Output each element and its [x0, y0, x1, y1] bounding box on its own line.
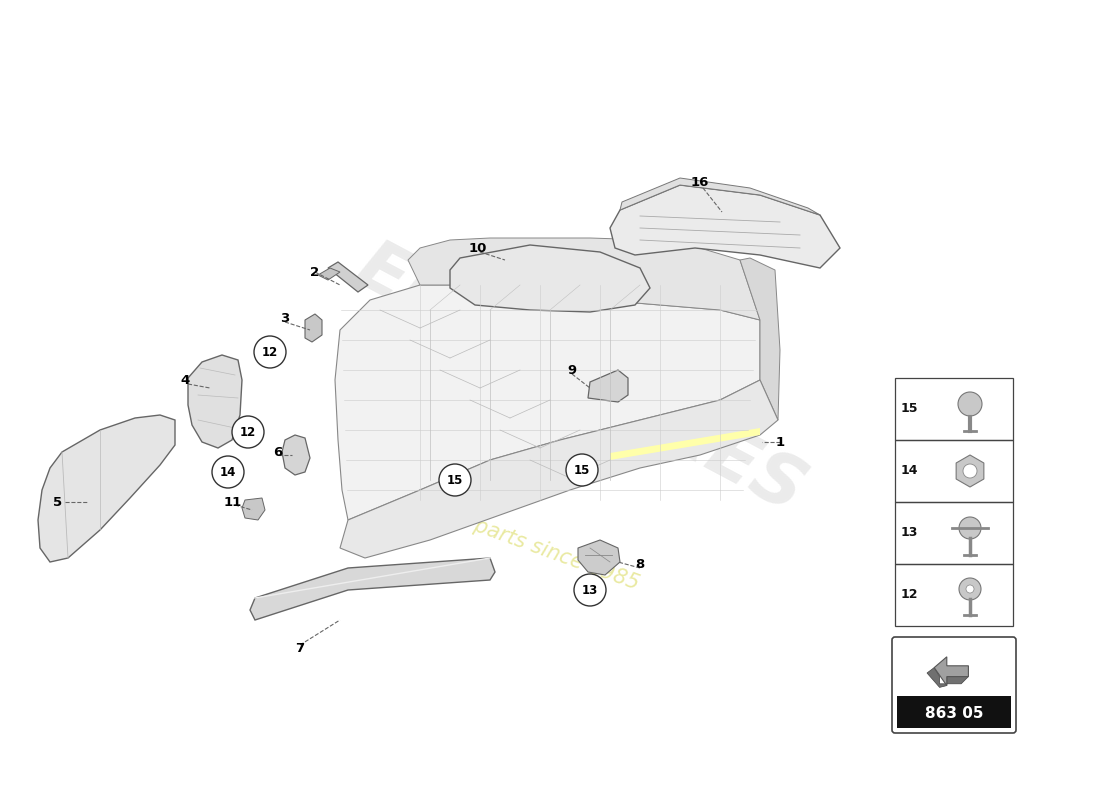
Polygon shape [610, 428, 760, 460]
Text: 4: 4 [180, 374, 189, 386]
Text: 13: 13 [900, 526, 917, 539]
Circle shape [566, 454, 598, 486]
Text: 15: 15 [574, 463, 591, 477]
Text: 12: 12 [240, 426, 256, 438]
Polygon shape [328, 262, 369, 292]
Bar [895, 440, 1013, 502]
Text: EUROBORES: EUROBORES [343, 233, 816, 527]
Polygon shape [610, 185, 840, 268]
Text: 11: 11 [224, 495, 242, 509]
Text: 12: 12 [262, 346, 278, 358]
Text: 16: 16 [691, 175, 710, 189]
Bar [896, 696, 1011, 728]
Polygon shape [318, 268, 340, 280]
Polygon shape [336, 285, 760, 520]
Text: 15: 15 [447, 474, 463, 486]
Bar [895, 564, 1013, 626]
Circle shape [959, 578, 981, 600]
Bar [895, 502, 1013, 564]
Text: 2: 2 [310, 266, 320, 278]
Circle shape [959, 517, 981, 539]
Polygon shape [620, 178, 820, 215]
Text: 10: 10 [469, 242, 487, 254]
Text: 9: 9 [568, 363, 576, 377]
Circle shape [958, 392, 982, 416]
Polygon shape [305, 314, 322, 342]
Text: 12: 12 [900, 589, 917, 602]
Polygon shape [934, 657, 968, 686]
Polygon shape [408, 238, 760, 320]
Polygon shape [250, 558, 495, 620]
Circle shape [212, 456, 244, 488]
Circle shape [439, 464, 471, 496]
Polygon shape [39, 415, 175, 562]
Text: 13: 13 [582, 583, 598, 597]
Text: 1: 1 [776, 435, 784, 449]
Polygon shape [188, 355, 242, 448]
Circle shape [966, 585, 974, 593]
Polygon shape [282, 435, 310, 475]
Polygon shape [588, 370, 628, 402]
Text: 14: 14 [220, 466, 236, 478]
Polygon shape [340, 380, 778, 558]
Circle shape [574, 574, 606, 606]
Polygon shape [242, 498, 265, 520]
Text: 863 05: 863 05 [925, 706, 983, 721]
Text: a passion for parts since 1985: a passion for parts since 1985 [339, 466, 641, 594]
FancyBboxPatch shape [892, 637, 1016, 733]
Bar [895, 378, 1013, 440]
Text: 15: 15 [900, 402, 917, 415]
Polygon shape [578, 540, 620, 575]
Text: 3: 3 [280, 311, 289, 325]
Polygon shape [740, 258, 780, 420]
Text: 5: 5 [54, 495, 63, 509]
Circle shape [232, 416, 264, 448]
Circle shape [254, 336, 286, 368]
Text: 7: 7 [296, 642, 305, 654]
Polygon shape [927, 667, 968, 687]
Text: 8: 8 [636, 558, 645, 571]
Text: 14: 14 [900, 465, 917, 478]
Polygon shape [450, 245, 650, 312]
Polygon shape [956, 455, 983, 487]
Circle shape [962, 464, 977, 478]
Text: 6: 6 [274, 446, 283, 458]
